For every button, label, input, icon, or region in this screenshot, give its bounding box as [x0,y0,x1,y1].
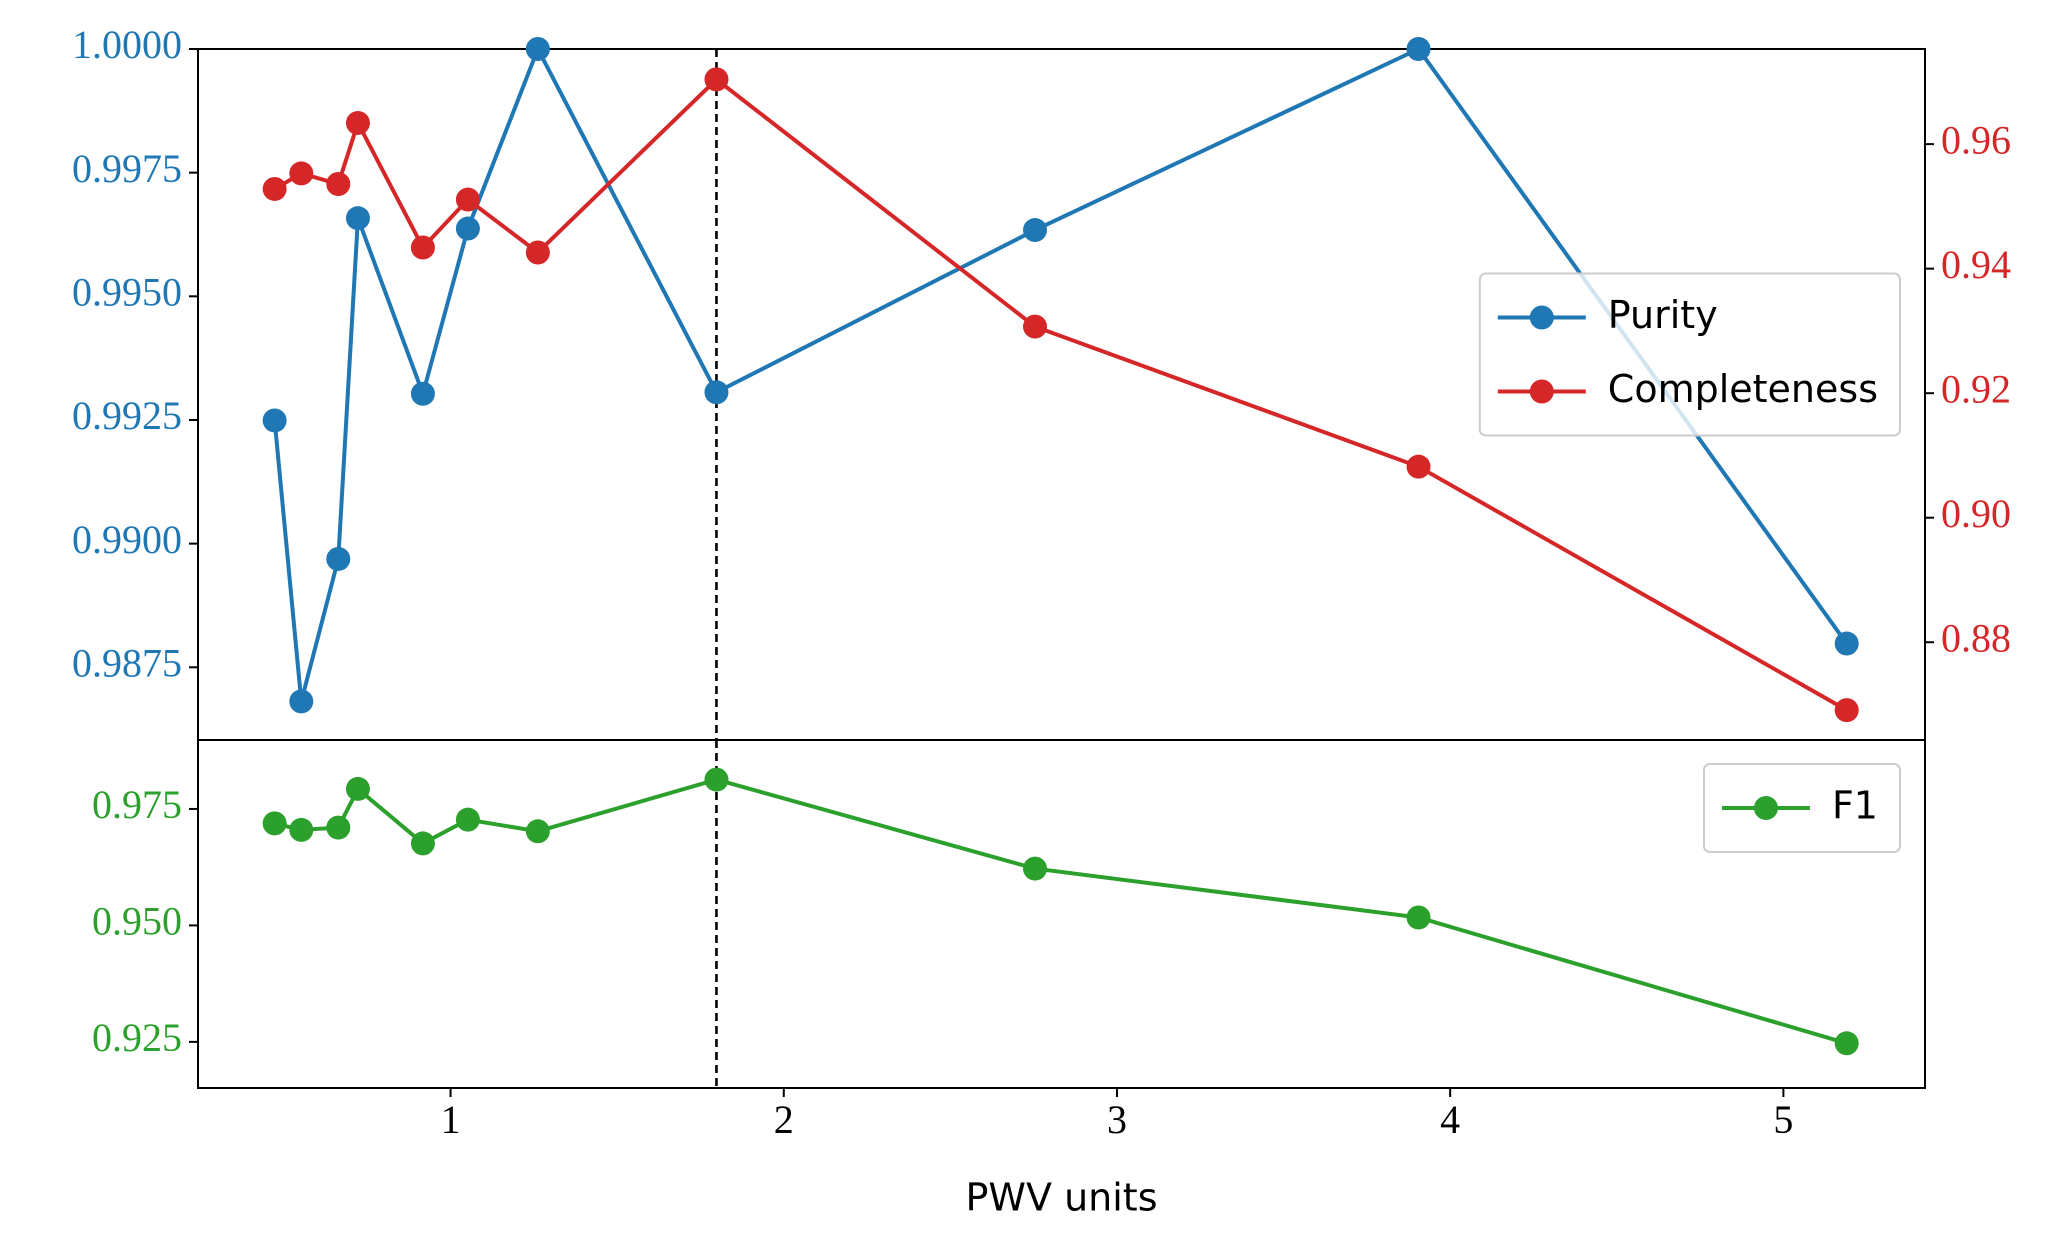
legend-marker [1753,796,1778,820]
legend-marker [1529,305,1554,330]
data-point [345,206,370,231]
y-tick-label: 1.0000 [72,22,182,67]
data-point [1023,856,1048,881]
data-point [1406,454,1431,479]
y-tick-label: 0.975 [92,782,182,827]
data-point [410,831,435,856]
data-point [1406,37,1431,61]
data-point [345,776,370,801]
y2-tick-label: 0.94 [1941,242,2011,287]
data-point [1834,698,1859,723]
y-tick-label: 0.925 [92,1015,182,1060]
data-point [289,689,314,714]
x-tick-label: 2 [774,1097,794,1142]
data-point [262,176,287,201]
data-point [525,819,550,844]
legend-label: F1 [1832,784,1878,828]
data-point [1834,631,1859,656]
data-point [1023,218,1048,243]
data-point [1023,314,1048,339]
data-point [455,187,480,212]
plot-frame [197,739,1926,1089]
data-point [525,37,550,61]
data-point [525,240,550,265]
data-point [704,767,729,792]
data-point [704,67,729,92]
data-point [262,811,287,836]
legend: F1 [1702,763,1901,853]
y-tick-label: 0.9975 [72,146,182,191]
data-point [289,817,314,842]
data-point [262,408,287,433]
data-point [326,815,351,840]
y2-tick-label: 0.92 [1941,366,2011,411]
y2-tick-label: 0.88 [1941,615,2011,660]
data-point [326,546,351,571]
data-point [455,216,480,241]
x-tick-label: 3 [1107,1097,1127,1142]
y-tick-label: 0.9900 [72,517,182,562]
y-tick-label: 0.9875 [72,640,182,685]
x-axis-label: PWV units [966,1176,1158,1220]
data-point [704,380,729,405]
data-point [1834,1031,1859,1056]
legend-box [1478,272,1901,437]
y-tick-label: 0.9950 [72,269,182,314]
data-point [345,110,370,135]
y-tick-label: 0.9925 [72,393,182,438]
data-point [326,171,351,196]
x-tick-label: 5 [1773,1097,1793,1142]
y2-tick-label: 0.90 [1941,491,2011,536]
y-tick-label: 0.950 [92,899,182,944]
legend-marker [1529,379,1554,404]
data-point [289,161,314,186]
data-point [455,807,480,832]
legend-label: Purity [1608,293,1718,337]
legend-label: Completeness [1608,367,1878,411]
data-point [410,381,435,406]
x-tick-label: 4 [1440,1097,1460,1142]
data-point [1406,905,1431,930]
data-point [410,235,435,260]
legend: Purity Completeness [1478,272,1901,437]
series-line [274,777,1848,1046]
y2-tick-label: 0.96 [1941,117,2011,162]
x-tick-label: 1 [441,1097,461,1142]
